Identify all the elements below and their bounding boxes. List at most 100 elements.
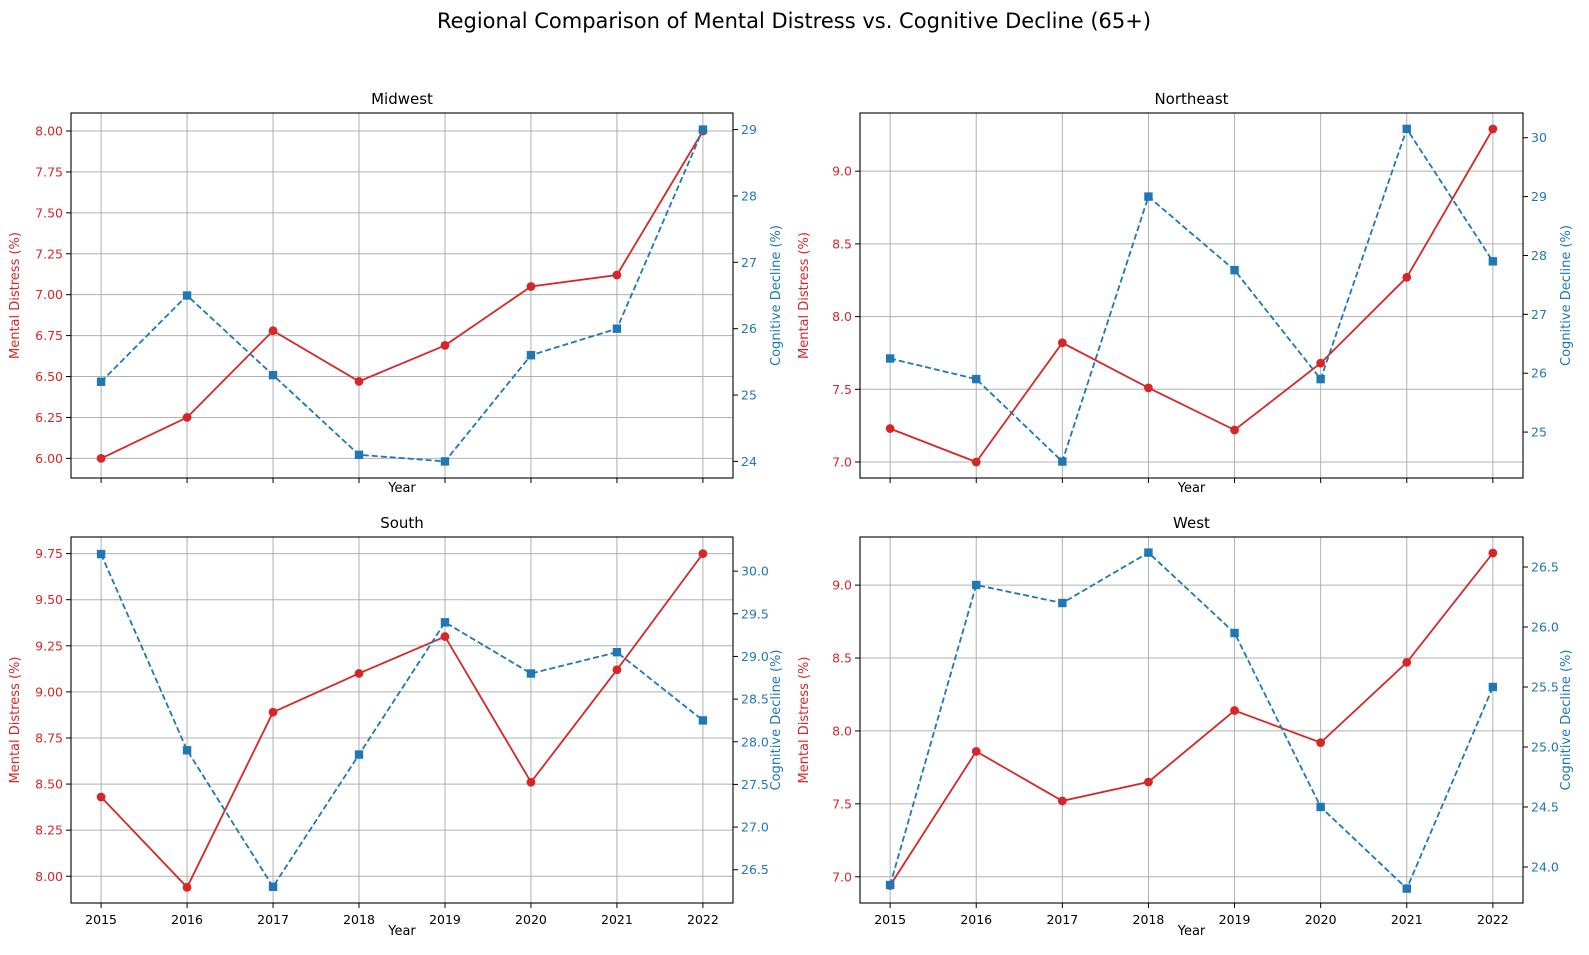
x-tick-label: 2016 xyxy=(960,912,992,927)
mental-distress-point xyxy=(1316,738,1326,748)
y-left-tick-label: 9.0 xyxy=(832,578,852,593)
y-right-tick-label: 28.0 xyxy=(741,734,769,749)
y-left-tick-label: 8.75 xyxy=(35,730,63,745)
subplot-west: 2015 2016 2017 2018 2019 2020 2021 2022 Year 7.0 7… xyxy=(797,514,1574,939)
mental-distress-point xyxy=(182,882,192,892)
axes-frame xyxy=(70,536,734,904)
mental-distress-point xyxy=(1316,358,1326,368)
x-tick-label: 2022 xyxy=(687,912,719,927)
grid xyxy=(860,113,1523,478)
cognitive-decline-line xyxy=(889,551,1494,891)
cognitive-decline-point xyxy=(96,377,106,386)
cognitive-decline-point xyxy=(354,450,364,459)
y-right-tick-label: 29 xyxy=(741,122,757,137)
cognitive-decline-point xyxy=(182,746,192,755)
mental-distress-point xyxy=(1402,658,1412,667)
cognitive-decline-point xyxy=(698,125,708,134)
x-axis-label: Year xyxy=(387,924,416,939)
y-right-tick-label: 25 xyxy=(1531,425,1547,440)
y-left-axis-label: Mental Distress (%) xyxy=(797,657,812,784)
y-left-tick-label: 9.00 xyxy=(35,684,63,699)
y-right-tick-label: 30 xyxy=(1531,130,1547,145)
x-tick-label: 2019 xyxy=(429,912,461,927)
grid xyxy=(860,537,1523,903)
y-right-tick-label: 27.5 xyxy=(741,777,769,792)
y-left-axis-label: Mental Distress (%) xyxy=(8,657,23,784)
y-left-tick-label: 7.5 xyxy=(832,796,852,811)
y-left-tick-label: 6.50 xyxy=(35,369,63,384)
mental-distress-series xyxy=(96,549,708,892)
cognitive-decline-point xyxy=(1144,192,1153,201)
cognitive-decline-point xyxy=(1144,548,1153,557)
subplot-title: Midwest xyxy=(371,90,433,108)
cognitive-decline-point xyxy=(1402,884,1411,893)
cognitive-decline-point xyxy=(268,882,278,891)
x-tick-label: 2019 xyxy=(1219,912,1251,927)
x-tick-label: 2020 xyxy=(515,912,547,927)
cognitive-decline-point xyxy=(526,669,536,678)
cognitive-decline-series xyxy=(96,125,708,466)
subplots: Year 6.00 6.25 6.50 6.75 7.00 7.25 7.50 7.75 8.00… xyxy=(8,90,1574,939)
y-right-tick-label: 27 xyxy=(1531,307,1547,322)
cognitive-decline-point xyxy=(972,580,981,590)
y-right-tick-label: 29 xyxy=(1531,189,1547,204)
y-right-tick-label: 29.5 xyxy=(741,606,769,621)
y-left-tick-label: 8.0 xyxy=(832,723,852,738)
y-right-tick-label: 24.0 xyxy=(1531,860,1559,875)
grid xyxy=(71,113,733,478)
mental-distress-point xyxy=(1144,777,1153,787)
x-tick-label: 2021 xyxy=(601,912,633,927)
x-tick-label: 2015 xyxy=(874,912,906,927)
mental-distress-point xyxy=(1230,425,1239,435)
y-right-axis-label: Cognitive Decline (%) xyxy=(1559,225,1574,366)
y-right-tick-label: 25 xyxy=(741,388,757,403)
cognitive-decline-point xyxy=(1230,265,1239,275)
cognitive-decline-point xyxy=(1058,598,1067,608)
y-right-tick-label: 24.5 xyxy=(1531,800,1559,815)
y-right-tick-label: 26 xyxy=(741,321,757,336)
mental-distress-line xyxy=(889,128,1494,464)
mental-distress-point xyxy=(612,665,622,675)
y-right-tick-label: 26 xyxy=(1531,366,1547,381)
cognitive-decline-point xyxy=(612,324,622,333)
y-right-tick-label: 25.0 xyxy=(1531,740,1559,755)
cognitive-decline-point xyxy=(268,370,278,380)
mental-distress-point xyxy=(268,707,278,717)
mental-distress-point xyxy=(268,326,278,336)
y-left-tick-label: 8.50 xyxy=(35,777,63,792)
x-axis-label: Year xyxy=(1177,481,1206,496)
y-right-tick-label: 28 xyxy=(1531,248,1547,263)
y-left-tick-label: 9.25 xyxy=(35,638,63,653)
y-left-tick-label: 9.50 xyxy=(35,592,63,607)
cognitive-decline-point xyxy=(972,374,981,384)
cognitive-decline-point xyxy=(1230,628,1239,638)
cognitive-decline-point xyxy=(526,351,536,360)
cognitive-decline-point xyxy=(1488,682,1498,692)
y-left-tick-label: 8.5 xyxy=(832,236,852,251)
y-right-tick-label: 24 xyxy=(741,454,757,469)
x-tick-label: 2018 xyxy=(343,912,375,927)
x-tick-label: 2017 xyxy=(1046,912,1078,927)
y-left-tick-label: 7.75 xyxy=(35,164,63,179)
y-right-tick-label: 26.5 xyxy=(741,862,769,877)
y-left-tick-label: 7.25 xyxy=(35,246,63,261)
y-left-tick-label: 7.0 xyxy=(832,869,852,884)
cognitive-decline-line xyxy=(100,553,704,889)
subplot-south: 2015 2016 2017 2018 2019 2020 2021 2022 Year 8.00… xyxy=(8,514,784,939)
axes-frame xyxy=(859,536,1524,904)
mental-distress-series xyxy=(96,126,708,463)
cognitive-decline-point xyxy=(96,549,106,559)
y-right-tick-label: 29.0 xyxy=(741,649,769,664)
mental-distress-point xyxy=(526,282,536,291)
x-axis-label: Year xyxy=(387,481,416,496)
y-right-axis-label: Cognitive Decline (%) xyxy=(769,650,784,791)
y-right-tick-label: 30.0 xyxy=(741,564,769,579)
y-left-tick-label: 7.50 xyxy=(35,205,63,220)
x-tick-label: 2015 xyxy=(85,912,117,927)
mental-distress-point xyxy=(612,270,622,280)
y-left-tick-label: 9.0 xyxy=(832,164,852,179)
cognitive-decline-point xyxy=(885,880,895,890)
mental-distress-point xyxy=(440,341,450,350)
mental-distress-point xyxy=(971,746,981,756)
mental-distress-series xyxy=(885,124,1498,467)
